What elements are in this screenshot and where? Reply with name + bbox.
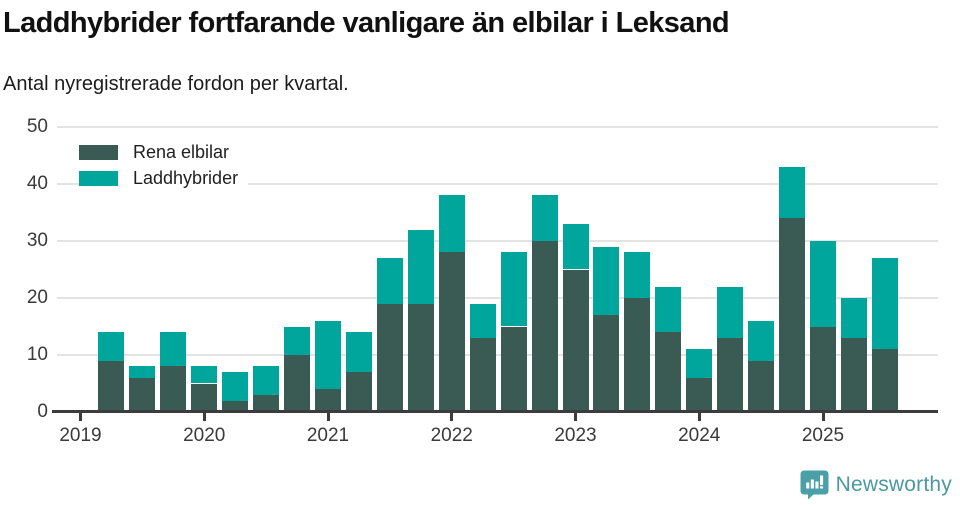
bar-segment: [376, 303, 403, 412]
bar-segment: [717, 286, 744, 338]
x-axis-tick: [450, 413, 454, 421]
bar-segment: [222, 400, 249, 412]
bar-segment: [129, 366, 156, 378]
bar-segment: [779, 166, 806, 219]
gridline-y-40: [57, 183, 938, 185]
gridline-y-20: [57, 297, 938, 299]
bar-segment: [748, 360, 775, 412]
bar-segment: [686, 349, 713, 378]
bar-segment: [810, 241, 836, 327]
bar-segment: [160, 332, 187, 367]
bar-segment: [438, 252, 465, 412]
x-axis-tick-label: 2023: [554, 425, 597, 446]
x-axis-tick: [821, 413, 825, 421]
bar-segment: [407, 303, 434, 412]
bar-segment: [748, 320, 775, 361]
x-axis-line: [52, 410, 938, 413]
bar-segment: [469, 303, 496, 338]
bar-segment: [810, 326, 836, 412]
bar-segment: [500, 252, 527, 327]
bar-segment: [98, 332, 125, 361]
bar-segment: [222, 372, 249, 401]
bar-segment: [562, 269, 589, 412]
y-axis-tick-label: 30: [26, 230, 48, 251]
x-axis-tick: [202, 413, 206, 421]
y-axis-tick-label: 50: [26, 116, 48, 137]
bar-segment: [686, 377, 713, 412]
bar-segment: [376, 258, 403, 304]
newsworthy-chart-bubble-icon: [800, 470, 829, 500]
x-axis-tick-label: 2025: [801, 425, 845, 446]
legend-label: Rena elbilar: [133, 142, 230, 162]
bar-segment: [593, 246, 620, 316]
legend-label: Laddhybrider: [133, 168, 239, 188]
chart-subtitle: Antal nyregistrerade fordon per kvartal.: [3, 73, 349, 95]
x-axis-tick-label: 2024: [678, 425, 721, 446]
bar-segment: [871, 349, 898, 412]
x-axis-tick-label: 2019: [59, 425, 102, 446]
bar-segment: [345, 372, 372, 412]
bar-segment: [562, 223, 589, 270]
x-axis-tick: [326, 413, 330, 421]
bar-segment: [129, 377, 156, 412]
x-axis-tick: [574, 413, 577, 421]
bar-segment: [253, 394, 280, 412]
bar-segment: [98, 360, 125, 412]
bar-segment: [469, 337, 496, 412]
bar-segment: [871, 258, 898, 350]
page-title: Laddhybrider fortfarande vanligare än el…: [3, 7, 730, 39]
gridline-y-30: [57, 240, 938, 242]
bar-segment: [655, 332, 682, 412]
x-axis-tick-label: 2020: [183, 425, 226, 446]
legend-item-laddhybrider: Laddhybrider: [79, 168, 239, 188]
x-axis-tick: [697, 413, 701, 421]
y-axis-tick-label: 0: [37, 401, 48, 422]
bar-segment: [315, 320, 341, 390]
bar-segment: [655, 286, 682, 333]
bar-segment: [593, 315, 620, 412]
x-axis-tick-label: 2021: [306, 425, 350, 446]
chart-legend: Rena elbilar Laddhybrider: [79, 142, 249, 197]
bar-segment: [191, 383, 218, 412]
bar-segment: [160, 366, 187, 412]
bar-segment: [779, 218, 806, 412]
bar-segment: [840, 298, 867, 338]
bar-segment: [284, 355, 311, 412]
gridline-y-50: [57, 126, 938, 128]
x-axis-tick-label: 2022: [430, 425, 473, 446]
bar-segment: [438, 195, 465, 253]
bar-segment: [253, 366, 280, 395]
y-axis-tick-label: 20: [26, 287, 48, 308]
gridline-y-10: [57, 354, 938, 356]
bar-segment: [624, 298, 651, 412]
y-axis-tick-label: 40: [26, 173, 48, 194]
bar-segment: [315, 389, 341, 412]
y-axis-tick-label: 10: [26, 344, 48, 365]
legend-item-rena-elbilar: Rena elbilar: [79, 142, 238, 162]
bar-segment: [500, 326, 527, 412]
bar-segment: [345, 332, 372, 373]
bar-segment: [624, 252, 651, 298]
bar-segment: [191, 366, 218, 384]
legend-swatch-rena-elbilar: [79, 145, 118, 160]
bar-segment: [531, 241, 558, 412]
newsworthy-branding: Newsworthy: [800, 470, 952, 500]
bar-segment: [531, 195, 558, 241]
bar-segment: [717, 337, 744, 412]
bar-segment: [840, 337, 867, 412]
x-axis-tick: [79, 413, 82, 421]
brand-name: Newsworthy: [835, 473, 952, 496]
legend-swatch-laddhybrider: [79, 171, 118, 186]
bar-segment: [284, 326, 311, 355]
bar-segment: [407, 229, 434, 304]
